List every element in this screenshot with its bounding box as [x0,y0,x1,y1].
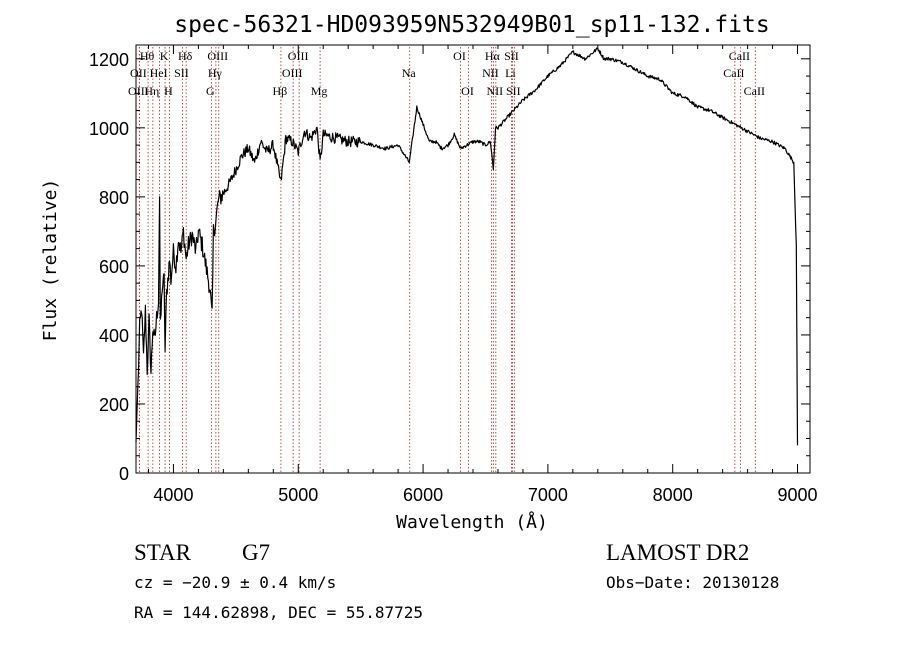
spectral-line-label: OIII [207,49,228,63]
redshift-velocity: cz = −20.9 ± 0.4 km/s [134,573,336,592]
chart-title: spec-56321-HD093959N532949B01_sp11-132.f… [174,12,769,38]
y-tick-label: 0 [119,464,129,484]
spectral-line-label: NII [482,66,499,80]
x-tick-label: 6000 [403,485,443,505]
y-tick-label: 200 [99,395,129,415]
x-tick-label: 9000 [777,485,817,505]
spectral-line-label: Li [505,66,516,80]
spectral-line-label: Hγ [208,66,223,80]
x-tick-label: 8000 [653,485,693,505]
y-axis-ticks: 0 200 400 600 800 1000 1200 [89,50,810,484]
y-axis-label: Flux (relative) [40,179,61,342]
spectral-line-label: Mg [311,84,328,98]
spectral-line-label: Na [402,66,417,80]
y-tick-label: 1200 [89,50,129,70]
sky-coordinates: RA = 144.62898, DEC = 55.87725 [134,603,423,622]
y-tick-label: 1000 [89,119,129,139]
x-tick-label: 4000 [153,485,193,505]
x-axis-label: Wavelength (Å) [396,511,548,533]
x-axis-ticks: 4000 5000 6000 7000 8000 9000 [147,45,818,505]
y-tick-label: 600 [99,257,129,277]
spectral-line-label: Hα [485,49,501,63]
spectral-line-label: CaII [744,84,765,98]
spectral-line-label: CaII [723,66,744,80]
observation-date: Obs−Date: 20130128 [606,573,779,592]
y-tick-label: 400 [99,326,129,346]
spectral-line-label: SII [506,84,521,98]
spectral-line-label: G [206,84,215,98]
spectral-line-label: H [164,84,173,98]
survey-name: LAMOST DR2 [606,540,749,565]
spectral-line-label: Hβ [273,84,288,98]
spectral-line-label: K [160,49,169,63]
spectrum-line [135,47,799,446]
spectral-line-label: OIII [128,84,149,98]
spectral-line-markers [138,47,756,473]
x-tick-label: 5000 [278,485,318,505]
spectral-line-label: NII [487,84,504,98]
spectral-line-label: CaII [729,49,750,63]
spectral-line-label: SII [174,66,189,80]
spectral-line-label: OI [453,49,466,63]
x-tick-label: 7000 [528,485,568,505]
object-subclass: G7 [242,540,270,565]
spectral-line-label: Hδ [178,49,193,63]
spectral-line-label: SII [504,49,519,63]
object-class: STAR [134,540,192,565]
spectral-line-label: Hη [144,84,159,98]
spectral-line-label: OIII [288,49,309,63]
spectral-line-label: OII [130,66,147,80]
spectral-line-label: OIII [282,66,303,80]
spectral-line-label: Hθ [140,49,155,63]
spectral-line-label: HeI [150,66,168,80]
y-tick-label: 800 [99,188,129,208]
spectral-line-label: OI [461,84,474,98]
